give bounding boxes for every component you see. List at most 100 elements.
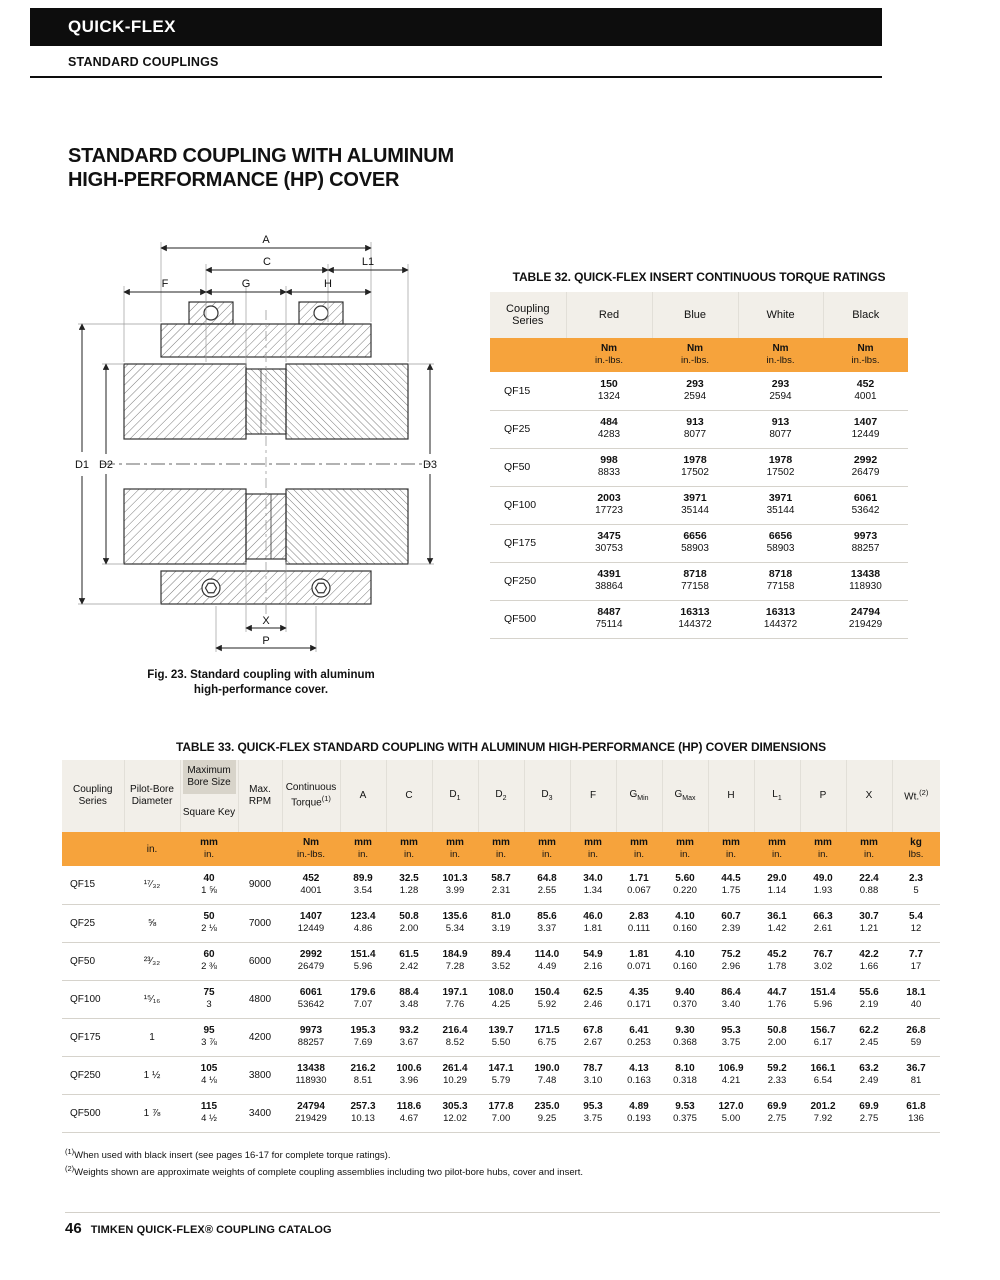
footnotes: (1)When used with black insert (see page… xyxy=(65,1146,583,1181)
value-top: mm xyxy=(354,836,372,848)
torque-cell: 2992 26479 xyxy=(823,448,908,487)
value-top: 293 xyxy=(771,377,790,390)
torque-table-header-row: Coupling Series Red Blue White Black xyxy=(490,292,908,338)
dim-cell: 305.3 12.02 xyxy=(432,1094,478,1133)
pilot-bore-value: ¹⁷⁄₃₂ xyxy=(124,866,180,905)
value-top: 261.4 xyxy=(442,1062,468,1074)
weight-cell: 5.4 12 xyxy=(892,904,940,943)
dim-letter: F xyxy=(589,789,597,801)
value-bottom: 1.14 xyxy=(767,885,787,897)
value-bottom: 88257 xyxy=(851,543,880,555)
value-top: 4.10 xyxy=(675,948,695,960)
dim-cell: 34.0 1.34 xyxy=(570,866,616,905)
value-top: 3971 xyxy=(768,492,793,505)
dim-cell: 32.5 1.28 xyxy=(386,866,432,905)
value-top: 85.6 xyxy=(537,910,557,922)
dim-cell: 4.10 0.160 xyxy=(662,942,708,981)
value-bottom: 35144 xyxy=(766,505,795,517)
value-bottom: 12449 xyxy=(851,429,880,441)
dim-letter: G xyxy=(629,788,638,800)
footer-rule xyxy=(65,1212,940,1213)
torque-table-row: QF25 484 4283 913 8077 913 8077 1407 12449 xyxy=(490,410,908,449)
value-bottom: 8077 xyxy=(683,429,707,441)
torque-cell: 6656 58903 xyxy=(652,524,738,563)
value-top: 5.4 xyxy=(909,910,923,922)
value-top: mm xyxy=(492,836,510,848)
head-dim-a: A xyxy=(339,760,386,832)
value-top: 123.4 xyxy=(350,910,376,922)
value-top: 24794 xyxy=(297,1100,325,1112)
value-top: 61.5 xyxy=(399,948,419,960)
value-top: 913 xyxy=(771,416,790,429)
value-top: 62.2 xyxy=(859,1024,879,1036)
value-top: 40 xyxy=(203,872,215,884)
unit-dim: mm in. xyxy=(662,832,708,866)
value-top: 1.81 xyxy=(629,948,649,960)
value-top: 8718 xyxy=(768,568,793,581)
page-number: 46 xyxy=(65,1220,82,1237)
torque-cell: 452 4001 xyxy=(282,866,340,905)
series-label: QF50 xyxy=(490,448,566,487)
dim-cell: 86.4 3.40 xyxy=(708,980,754,1019)
dim-cell: 95.3 3.75 xyxy=(570,1094,616,1133)
value-top: 29.0 xyxy=(767,872,787,884)
torque-table-section: TABLE 32. QUICK-FLEX INSERT CONTINUOUS T… xyxy=(490,270,908,639)
value-top: 67.8 xyxy=(583,1024,603,1036)
footnote-2: (2)Weights shown are approximate weights… xyxy=(65,1164,584,1179)
coupling-drawing: A C L1 F G H D1 D2 D3 X P xyxy=(75,234,437,652)
dim-cell: 50.8 2.00 xyxy=(754,1018,800,1057)
value-bottom: 77158 xyxy=(766,581,795,593)
pilot-bore-value: ²³⁄₃₂ xyxy=(124,942,180,981)
dim-letter: G xyxy=(674,788,683,800)
dim-letter: H xyxy=(727,789,735,801)
value-bottom: 3.48 xyxy=(399,999,419,1011)
value-top: 4.35 xyxy=(629,986,649,998)
value-top: 16313 xyxy=(680,606,710,619)
dim-cell: 1.71 0.067 xyxy=(616,866,662,905)
value-top: 18.1 xyxy=(906,986,926,998)
series-label: QF100 xyxy=(62,980,124,1019)
value-bottom: in. xyxy=(725,849,737,861)
value-bottom: 2.75 xyxy=(767,1113,787,1125)
value-bottom: 1.34 xyxy=(583,885,603,897)
value-bottom: in. xyxy=(817,849,829,861)
value-bottom: 88257 xyxy=(297,1037,325,1049)
value-bottom: 2.19 xyxy=(859,999,879,1011)
dim-cell: 58.7 2.31 xyxy=(478,866,524,905)
value-bottom: 4.86 xyxy=(353,923,373,935)
value-bottom: 6.75 xyxy=(537,1037,557,1049)
dim-cell: 66.3 2.61 xyxy=(800,904,846,943)
torque-cell: 8718 77158 xyxy=(738,562,823,601)
torque-cell: 9973 88257 xyxy=(823,524,908,563)
value-top: 9.53 xyxy=(675,1100,695,1112)
value-bottom: 5 xyxy=(913,885,919,897)
value-top: 3475 xyxy=(597,530,621,543)
value-top: 34.0 xyxy=(583,872,603,884)
head-dim-p: P xyxy=(799,760,846,832)
figure-23: A C L1 F G H D1 D2 D3 X P Fig. 23. Stand… xyxy=(55,224,467,698)
value-top: 151.4 xyxy=(350,948,376,960)
dim-cell: 67.8 2.67 xyxy=(570,1018,616,1057)
dim-cell: 49.0 1.93 xyxy=(800,866,846,905)
value-top: 22.4 xyxy=(859,872,879,884)
dim-cell: 54.9 2.16 xyxy=(570,942,616,981)
value-bottom: 3.75 xyxy=(721,1037,741,1049)
value-top: 8718 xyxy=(683,568,707,581)
value-bottom: 1.76 xyxy=(767,999,787,1011)
value-bottom: 58903 xyxy=(681,543,709,555)
dim-cell: 8.10 0.318 xyxy=(662,1056,708,1095)
value-bottom: 2.33 xyxy=(767,1075,787,1087)
unit-bore: mm in. xyxy=(180,832,238,866)
value-top: 118.6 xyxy=(396,1100,422,1112)
dim-cell: 100.6 3.96 xyxy=(386,1056,432,1095)
unit-cell-empty xyxy=(238,832,282,866)
value-bottom: 2.00 xyxy=(399,923,419,935)
bore-cell: 105 4 ⅛ xyxy=(180,1056,238,1095)
pilot-bore-value: 1 ½ xyxy=(124,1056,180,1095)
dim-letter: P xyxy=(819,789,827,801)
value-bottom: 3.02 xyxy=(813,961,833,973)
dim-subscript: 3 xyxy=(548,794,553,802)
value-bottom: 4.49 xyxy=(537,961,557,973)
torque-cell: 1978 17502 xyxy=(738,448,823,487)
series-label: QF175 xyxy=(490,524,566,563)
